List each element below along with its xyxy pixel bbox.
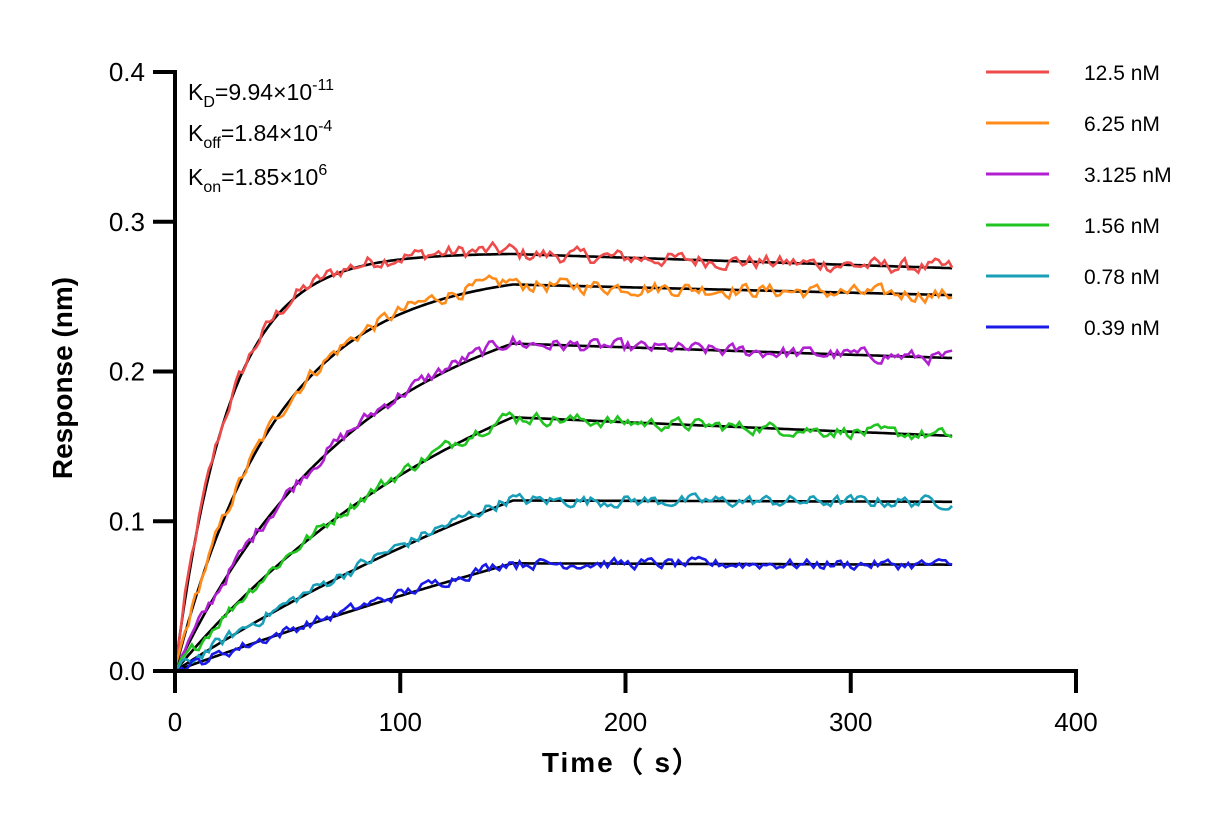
series-trace-0-78-nM	[174, 492, 953, 671]
kd-annotation: KD=9.94×10-11	[188, 77, 334, 111]
kinetic-constants: KD=9.94×10-11 Koff=1.84×10-4 Kon=1.85×10…	[188, 77, 334, 196]
series-trace-1-56-nM	[174, 411, 953, 670]
y-tick-label: 0.4	[109, 57, 145, 87]
fit-curve	[173, 252, 953, 672]
y-axis-ticks: 0.0 0.1 0.2 0.3 0.4	[109, 57, 175, 686]
legend-label: 1.56 nM	[1084, 215, 1160, 238]
legend-label: 6.25 nM	[1084, 113, 1160, 136]
fit-curve	[174, 415, 953, 672]
x-axis-title: Time（ s）	[542, 746, 702, 778]
x-axis-ticks: 0 100 200 300 400	[168, 671, 1098, 737]
y-tick-label: 0.2	[109, 357, 145, 387]
series-trace-6-25-nM	[173, 274, 953, 668]
legend-label: 12.5 nM	[1084, 62, 1160, 85]
y-axis-title: Response (nm)	[47, 277, 78, 479]
x-tick-label: 300	[829, 707, 872, 737]
y-tick-label: 0.0	[109, 656, 145, 686]
fit-curves	[173, 252, 953, 673]
series-trace-0-39-nM	[174, 555, 953, 673]
y-tick-label: 0.3	[109, 207, 145, 237]
fit-curve	[173, 283, 953, 672]
legend: 12.5 nM 6.25 nM 3.125 nM 1.56 nM 0.78 nM 0.39…	[986, 62, 1172, 340]
legend-label: 0.78 nM	[1084, 266, 1160, 289]
kon-annotation: Kon=1.85×106	[188, 162, 327, 196]
fit-curve	[174, 499, 953, 673]
data-traces	[173, 240, 954, 673]
series-trace-3-125-nM	[173, 334, 953, 672]
x-tick-label: 400	[1054, 707, 1097, 737]
legend-label: 0.39 nM	[1084, 317, 1160, 340]
x-tick-label: 200	[604, 707, 647, 737]
series-trace-12-5-nM	[173, 240, 954, 670]
legend-label: 3.125 nM	[1084, 164, 1172, 187]
koff-annotation: Koff=1.84×10-4	[188, 118, 332, 152]
fit-curve	[174, 562, 953, 673]
x-tick-label: 100	[379, 707, 422, 737]
x-tick-label: 0	[168, 707, 182, 737]
fit-curve	[173, 342, 953, 672]
y-tick-label: 0.1	[109, 506, 145, 536]
